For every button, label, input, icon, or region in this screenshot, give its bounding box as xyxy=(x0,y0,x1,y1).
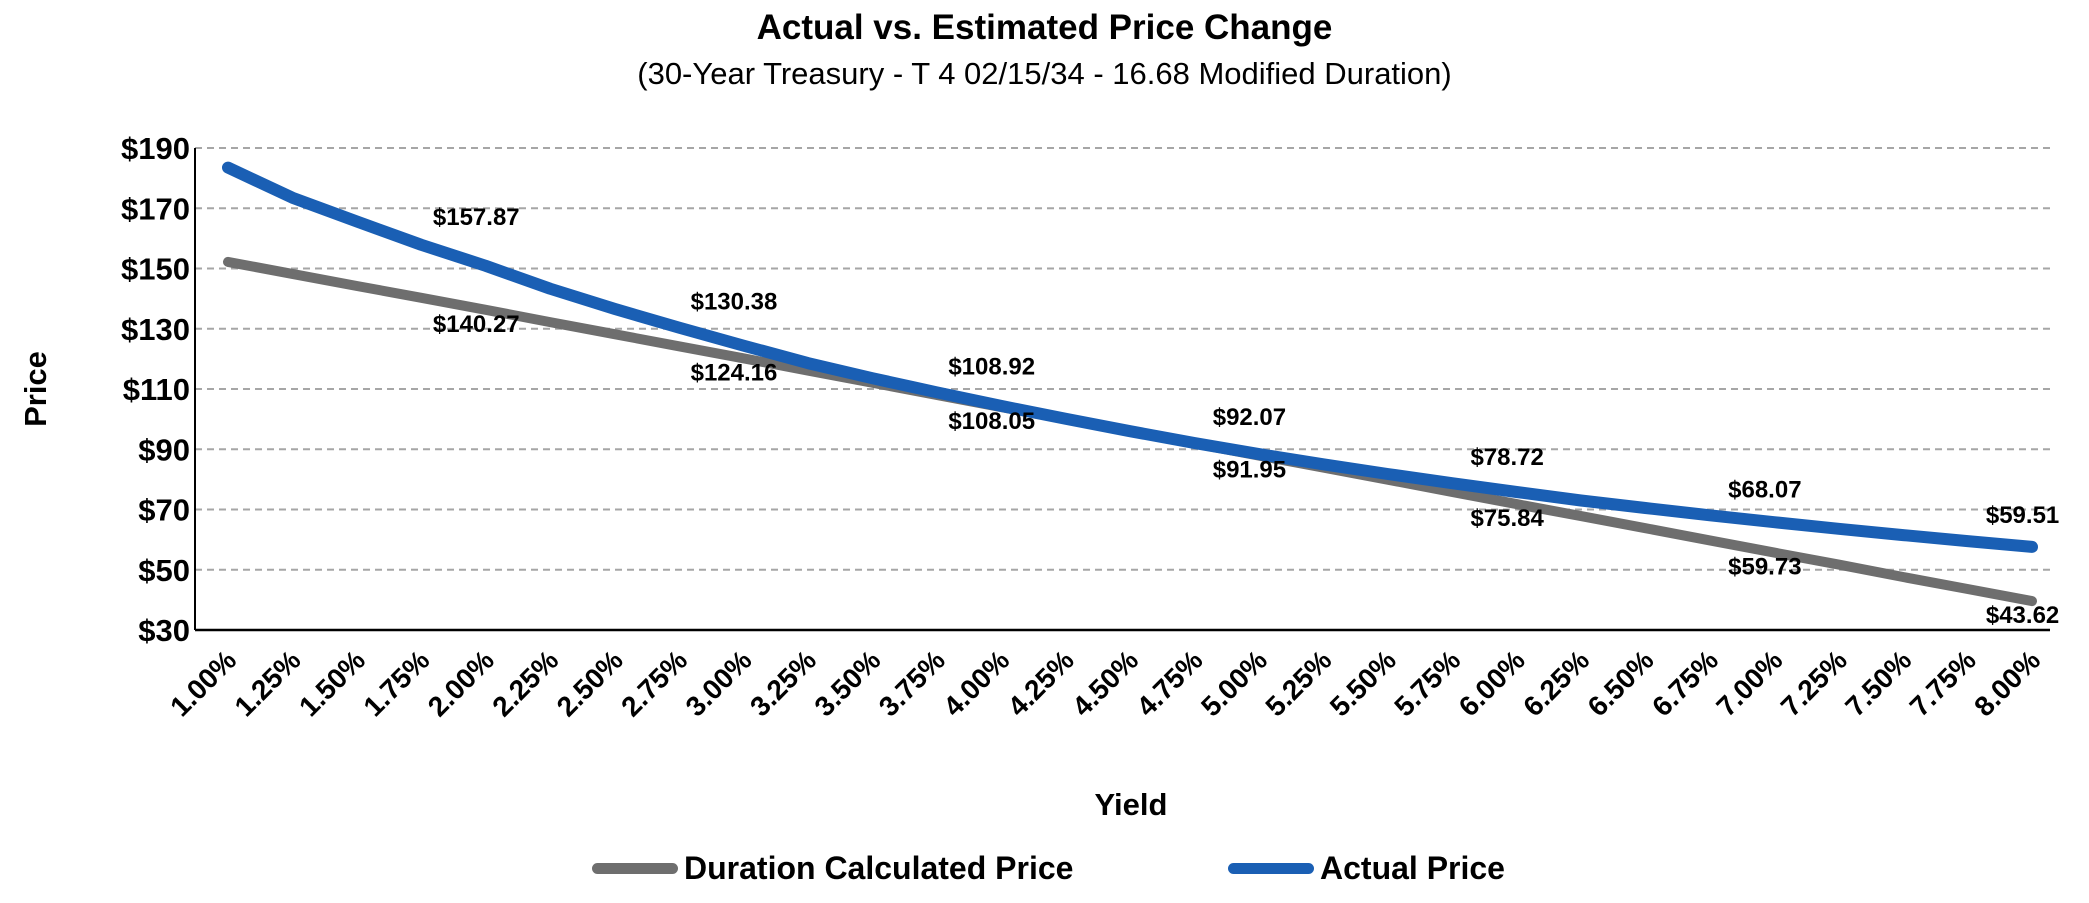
y-tick-label: $30 xyxy=(138,613,190,648)
x-tick-label: 1.75% xyxy=(357,644,435,722)
x-tick-label: 3.50% xyxy=(808,644,886,722)
x-tick-label: 7.50% xyxy=(1839,644,1917,722)
x-tick-label: 4.00% xyxy=(937,644,1015,722)
x-tick-label: 3.00% xyxy=(680,644,758,722)
x-tick-label: 5.75% xyxy=(1388,644,1466,722)
y-tick-label: $110 xyxy=(123,372,190,407)
x-tick-label: 7.00% xyxy=(1710,644,1788,722)
x-tick-label: 1.00% xyxy=(164,644,242,722)
x-tick-label: 6.75% xyxy=(1646,644,1724,722)
data-label: $108.05 xyxy=(948,408,1035,435)
y-tick-label: $130 xyxy=(121,312,190,347)
data-label: $92.07 xyxy=(1213,404,1286,431)
legend-swatch-duration xyxy=(592,862,678,874)
legend-item-duration: Duration Calculated Price xyxy=(592,848,1073,888)
y-tick-label: $170 xyxy=(121,191,190,226)
data-label: $59.51 xyxy=(1986,502,2059,529)
x-tick-label: 5.50% xyxy=(1324,644,1402,722)
x-tick-label: 1.25% xyxy=(229,644,307,722)
x-tick-label: 4.75% xyxy=(1131,644,1209,722)
y-tick-label: $190 xyxy=(121,131,190,166)
x-tick-label: 6.25% xyxy=(1517,644,1595,722)
data-label: $108.92 xyxy=(948,353,1035,380)
data-label: $75.84 xyxy=(1470,505,1544,532)
chart-title: Actual vs. Estimated Price Change xyxy=(756,8,1333,47)
x-tick-label: 6.50% xyxy=(1582,644,1660,722)
x-tick-label: 8.00% xyxy=(1968,644,2046,722)
x-tick-label: 7.25% xyxy=(1775,644,1853,722)
legend-item-actual: Actual Price xyxy=(1228,848,1505,888)
data-label: $91.95 xyxy=(1213,456,1286,483)
x-tick-label: 5.00% xyxy=(1195,644,1273,722)
y-tick-label: $90 xyxy=(138,432,190,467)
x-tick-label: 5.25% xyxy=(1259,644,1337,722)
x-tick-label: 3.75% xyxy=(873,644,951,722)
data-label: $78.72 xyxy=(1470,444,1543,471)
x-tick-label: 7.75% xyxy=(1904,644,1982,722)
chart-subtitle: (30-Year Treasury - T 4 02/15/34 - 16.68… xyxy=(637,56,1452,91)
x-tick-label: 6.00% xyxy=(1453,644,1531,722)
x-tick-label: 4.50% xyxy=(1066,644,1144,722)
data-label: $130.38 xyxy=(691,289,778,316)
x-tick-label: 4.25% xyxy=(1002,644,1080,722)
x-axis-title: Yield xyxy=(1095,787,1168,822)
data-label: $124.16 xyxy=(691,359,778,386)
data-label: $43.62 xyxy=(1986,602,2059,629)
x-tick-label: 3.25% xyxy=(744,644,822,722)
legend-label-actual: Actual Price xyxy=(1320,849,1505,886)
series-line-1 xyxy=(222,161,2038,553)
legend-label-duration: Duration Calculated Price xyxy=(684,849,1074,886)
x-tick-label: 2.25% xyxy=(486,644,564,722)
data-label: $140.27 xyxy=(433,311,520,338)
y-tick-label: $50 xyxy=(138,553,190,588)
x-tick-label: 2.00% xyxy=(422,644,500,722)
x-tick-label: 2.75% xyxy=(615,644,693,722)
data-label: $68.07 xyxy=(1728,476,1801,503)
y-axis-title: Price xyxy=(18,351,53,427)
x-tick-label: 2.50% xyxy=(551,644,629,722)
data-label: $59.73 xyxy=(1728,553,1801,580)
data-label: $157.87 xyxy=(433,204,520,231)
legend-swatch-actual xyxy=(1228,862,1314,874)
y-tick-label: $70 xyxy=(138,493,190,528)
x-tick-label: 1.50% xyxy=(293,644,371,722)
y-tick-label: $150 xyxy=(121,252,190,287)
